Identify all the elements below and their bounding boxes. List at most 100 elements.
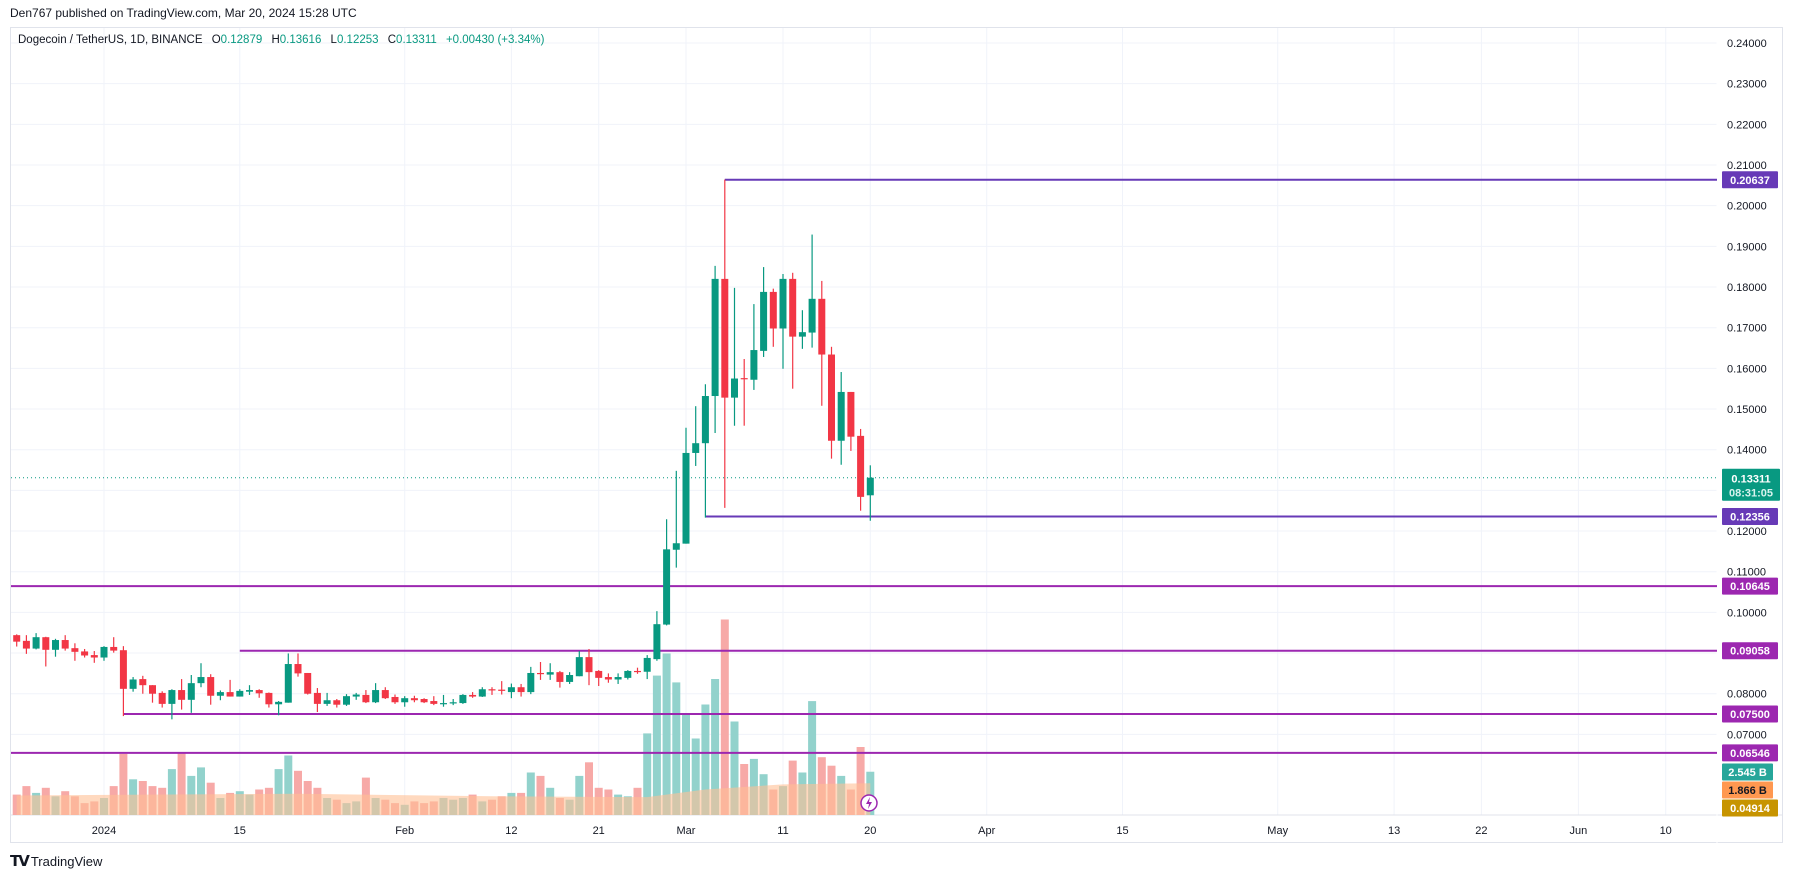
candle-up[interactable] xyxy=(187,683,195,700)
candle-up[interactable] xyxy=(32,637,40,649)
candle-down[interactable] xyxy=(769,291,777,329)
chart-frame[interactable] xyxy=(10,27,1783,843)
candle-down[interactable] xyxy=(178,690,186,700)
candle-up[interactable] xyxy=(323,700,331,704)
candle-down[interactable] xyxy=(158,692,166,704)
candle-down[interactable] xyxy=(517,687,525,693)
candle-up[interactable] xyxy=(643,657,651,672)
candle-down[interactable] xyxy=(139,679,147,686)
candle-up[interactable] xyxy=(449,702,457,704)
candle-down[interactable] xyxy=(255,690,263,694)
candle-down[interactable] xyxy=(119,650,127,689)
candle-up[interactable] xyxy=(100,646,108,658)
candle-down[interactable] xyxy=(81,651,89,656)
candle-down[interactable] xyxy=(430,701,438,704)
candle-down[interactable] xyxy=(537,672,544,675)
candle-up[interactable] xyxy=(236,690,244,697)
candle-down[interactable] xyxy=(604,677,612,680)
candle-up[interactable] xyxy=(459,694,467,704)
candle-up[interactable] xyxy=(866,477,874,496)
candle-down[interactable] xyxy=(207,677,215,696)
candle-up[interactable] xyxy=(808,298,816,333)
volume-bar xyxy=(284,755,293,815)
candle-up[interactable] xyxy=(352,694,360,697)
indicator-value-label-box xyxy=(1722,799,1778,817)
candle-up[interactable] xyxy=(566,675,574,682)
time-axis-label: Mar xyxy=(677,825,696,837)
candle-down[interactable] xyxy=(721,278,729,398)
candle-up[interactable] xyxy=(546,672,554,675)
candle-up[interactable] xyxy=(624,670,632,678)
candle-down[interactable] xyxy=(381,690,389,699)
candle-up[interactable] xyxy=(701,396,709,444)
candle-up[interactable] xyxy=(779,278,787,329)
candle-down[interactable] xyxy=(857,435,865,497)
candle-down[interactable] xyxy=(71,648,79,652)
candle-up[interactable] xyxy=(216,692,224,696)
candle-down[interactable] xyxy=(634,670,641,673)
candle-down[interactable] xyxy=(61,640,69,649)
candle-down[interactable] xyxy=(304,672,312,694)
symbol-title[interactable]: Dogecoin / TetherUS, 1D, BINANCE xyxy=(18,34,203,46)
candle-down[interactable] xyxy=(362,694,370,703)
candle-up[interactable] xyxy=(750,350,758,380)
candle-down[interactable] xyxy=(13,635,21,642)
candle-up[interactable] xyxy=(692,443,700,453)
candle-down[interactable] xyxy=(333,700,341,705)
candle-up[interactable] xyxy=(731,378,738,398)
candle-up[interactable] xyxy=(478,689,486,697)
candle-down[interactable] xyxy=(294,664,302,674)
candle-down[interactable] xyxy=(42,637,50,650)
candle-up[interactable] xyxy=(527,672,535,693)
candle-down[interactable] xyxy=(818,298,826,355)
candle-down[interactable] xyxy=(828,354,835,441)
candle-up[interactable] xyxy=(575,657,583,677)
candle-up[interactable] xyxy=(653,624,661,660)
candle-down[interactable] xyxy=(488,689,496,691)
candle-up[interactable] xyxy=(711,278,719,397)
candle-up[interactable] xyxy=(197,677,205,684)
candle-up[interactable] xyxy=(168,690,176,704)
candle-up[interactable] xyxy=(284,664,292,703)
candle-down[interactable] xyxy=(420,699,428,703)
candle-down[interactable] xyxy=(110,646,118,651)
candle-up[interactable] xyxy=(52,640,59,650)
candle-down[interactable] xyxy=(556,672,564,682)
tradingview-footer[interactable]: 𝗧𝗩 TradingView xyxy=(10,852,102,870)
volume-bar xyxy=(526,772,535,815)
candle-up[interactable] xyxy=(663,549,671,625)
candle-up[interactable] xyxy=(798,332,806,337)
candle-down[interactable] xyxy=(469,694,477,697)
candle-up[interactable] xyxy=(246,690,253,692)
candle-up[interactable] xyxy=(275,701,283,705)
candle-down[interactable] xyxy=(585,657,593,673)
candle-up[interactable] xyxy=(672,543,680,550)
candle-down[interactable] xyxy=(22,640,30,649)
candle-down[interactable] xyxy=(410,698,418,701)
candle-up[interactable] xyxy=(682,452,690,544)
candle-up[interactable] xyxy=(343,696,350,705)
volume-bar xyxy=(691,738,700,815)
candle-up[interactable] xyxy=(760,291,768,351)
candle-up[interactable] xyxy=(507,687,515,693)
candle-up[interactable] xyxy=(440,703,447,705)
candle-down[interactable] xyxy=(595,670,603,678)
candle-up[interactable] xyxy=(837,391,845,441)
candle-down[interactable] xyxy=(149,685,156,694)
candle-down[interactable] xyxy=(391,696,399,703)
candle-up[interactable] xyxy=(372,690,380,703)
candle-down[interactable] xyxy=(90,655,98,658)
candle-up[interactable] xyxy=(129,679,137,689)
candle-up[interactable] xyxy=(614,677,622,680)
candle-down[interactable] xyxy=(226,692,234,697)
level-price-label-box xyxy=(1722,171,1778,189)
candle-up[interactable] xyxy=(401,698,409,703)
candle-down[interactable] xyxy=(847,391,855,437)
candle-down[interactable] xyxy=(265,692,273,705)
candle-down[interactable] xyxy=(498,689,506,691)
candle-down[interactable] xyxy=(313,692,321,704)
candle-down[interactable] xyxy=(789,278,797,337)
candle-down[interactable] xyxy=(740,378,748,380)
volume-bar xyxy=(701,704,710,815)
